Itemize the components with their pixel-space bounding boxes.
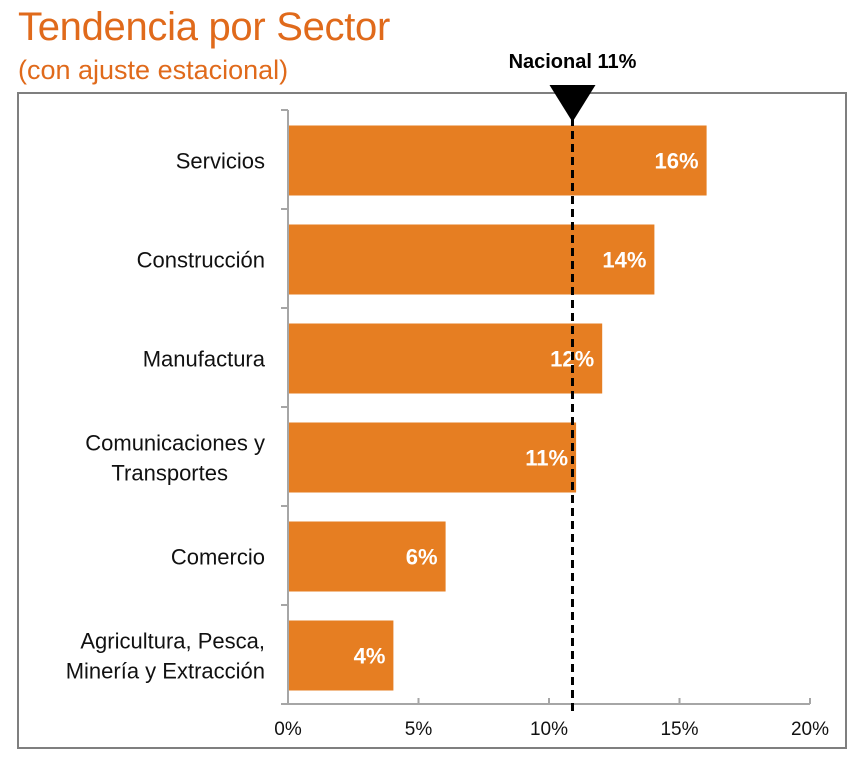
reference-layer: Nacional 11%: [509, 51, 637, 712]
bar: [289, 620, 394, 691]
bars-layer: [289, 125, 707, 691]
category-label-line: Minería y Extracción: [66, 659, 265, 684]
bar-value-label: 4%: [354, 644, 386, 669]
category-label-line: Servicios: [176, 149, 265, 174]
reference-label: Nacional 11%: [509, 51, 637, 73]
bar-value-label: 11%: [525, 446, 568, 471]
category-label: Comunicaciones y Transportes: [85, 431, 265, 486]
x-tick-label: 15%: [660, 719, 698, 740]
category-label-line: Construcción: [137, 248, 265, 273]
x-tick-label: 0%: [274, 719, 302, 740]
bar: [289, 521, 446, 592]
axis-layer: 0% 5% 10% 15% 20%: [274, 109, 829, 740]
chart-frame: [17, 92, 847, 749]
category-label: Comercio: [171, 545, 265, 570]
labels-layer: 16%Servicios14%Construcción12%Manufactur…: [66, 149, 699, 684]
category-label-line: Agricultura, Pesca,: [80, 629, 265, 654]
x-tick-label: 20%: [791, 719, 829, 740]
bar: [289, 323, 603, 394]
category-label-line: Comunicaciones y: [85, 431, 265, 456]
bar-value-label: 16%: [655, 149, 699, 174]
x-tick-label: 5%: [405, 719, 433, 740]
category-label: Manufactura: [143, 347, 266, 372]
category-label: Construcción: [137, 248, 265, 273]
bar-value-label: 6%: [406, 545, 438, 570]
reference-marker-triangle: [549, 85, 596, 122]
category-label: Servicios: [176, 149, 265, 174]
chart-subtitle: (con ajuste estacional): [18, 55, 289, 85]
category-label-line: Comercio: [171, 545, 265, 570]
bar: [289, 125, 707, 196]
x-tick-label: 10%: [530, 719, 568, 740]
category-label-line: Transportes: [111, 461, 228, 486]
bar-value-label: 14%: [602, 248, 646, 273]
category-label-line: Manufactura: [143, 347, 266, 372]
bar: [289, 422, 577, 493]
bar: [289, 224, 655, 295]
chart-title: Tendencia por Sector: [18, 5, 391, 49]
category-label: Agricultura, Pesca, Minería y Extracción: [66, 629, 265, 684]
